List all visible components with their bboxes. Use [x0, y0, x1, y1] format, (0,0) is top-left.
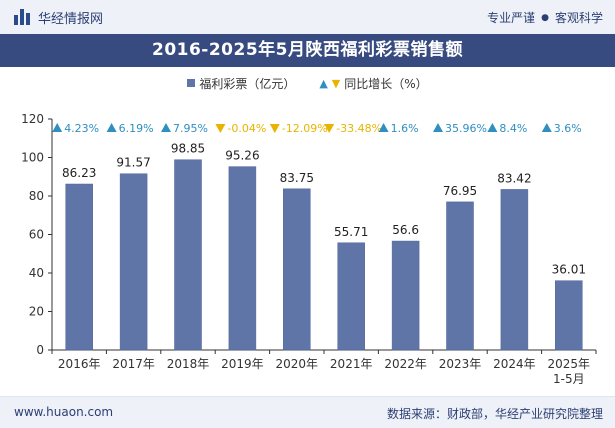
bar-value-label: 86.23	[62, 166, 96, 180]
legend-item-bars: 福利彩票（亿元）	[187, 75, 295, 92]
bar-7	[391, 240, 420, 351]
bar-1	[65, 183, 93, 351]
footer-bar: www.huaon.com 数据来源：财政部，华经产业研究院整理	[0, 396, 615, 428]
growth-up-marker	[161, 123, 171, 132]
x-tick-label: 2023年	[439, 357, 482, 371]
brand: 华经情报网	[14, 8, 104, 27]
bar-value-label: 83.42	[497, 171, 531, 185]
footer-website: www.huaon.com	[14, 405, 114, 419]
legend-bar-label: 福利彩票（亿元）	[199, 76, 296, 91]
bar-value-label: 91.57	[116, 156, 150, 170]
bar-value-label: 76.95	[443, 184, 477, 198]
logo-icon	[14, 9, 32, 25]
growth-label: 8.4%	[499, 122, 527, 135]
growth-label: -0.04%	[227, 122, 266, 135]
y-tick-label: 60	[29, 228, 44, 242]
growth-up-marker	[378, 123, 389, 132]
y-tick-label: 40	[29, 266, 44, 280]
down-triangle-icon: ▼	[331, 76, 341, 90]
growth-label: 6.19%	[119, 122, 154, 135]
x-tick-label: 2017年	[112, 357, 155, 371]
x-tick-label: 2022年	[384, 357, 427, 371]
y-tick-label: 0	[36, 343, 44, 357]
bar-value-label: 36.01	[552, 263, 586, 277]
x-tick-label: 2024年	[493, 357, 536, 371]
x-tick-sublabel: 1-5月	[553, 372, 585, 386]
legend-item-growth: ▲ ▼ 同比增长（%）	[319, 75, 427, 92]
y-tick-label: 120	[21, 112, 44, 126]
growth-up-marker	[487, 123, 498, 132]
bar-10	[555, 280, 583, 351]
x-tick-label: 2018年	[167, 357, 210, 371]
x-tick-label: 2020年	[276, 357, 319, 371]
bar-9	[500, 189, 529, 351]
growth-up-marker	[106, 123, 117, 132]
growth-label: -33.48%	[336, 122, 382, 135]
bar-value-label: 55.71	[334, 225, 368, 239]
bar-4	[228, 166, 257, 351]
tagline-left: 专业严谨	[487, 11, 536, 25]
growth-up-marker	[52, 123, 63, 132]
bar-2	[119, 173, 148, 351]
separator-dot-icon: ●	[541, 12, 549, 23]
bar-value-label: 98.85	[171, 142, 205, 156]
x-tick-label: 2019年	[221, 357, 264, 371]
tagline-right: 客观科学	[554, 11, 603, 25]
growth-down-marker	[324, 124, 335, 133]
x-tick-label: 2016年	[58, 357, 101, 371]
y-tick-label: 20	[29, 305, 44, 319]
bar-value-label: 56.6	[392, 223, 419, 237]
growth-label: 35.96%	[445, 122, 487, 135]
tagline: 专业严谨 ● 客观科学	[487, 9, 603, 26]
legend-growth-label: 同比增长（%）	[344, 76, 428, 91]
bar-swatch-icon	[187, 79, 196, 87]
chart-title: 2016-2025年5月陕西福利彩票销售额	[0, 34, 615, 67]
footer-source: 数据来源：财政部，华经产业研究院整理	[386, 407, 603, 421]
bar-6	[337, 242, 365, 351]
growth-label: 3.6%	[554, 122, 582, 135]
growth-label: 4.23%	[64, 122, 99, 135]
bar-5	[283, 188, 311, 351]
bar-value-label: 95.26	[225, 149, 259, 163]
x-tick-label: 2021年	[330, 357, 373, 371]
up-triangle-icon: ▲	[319, 76, 328, 90]
bar-8	[446, 201, 474, 351]
chart-legend: 福利彩票（亿元） ▲ ▼ 同比增长（%）	[0, 72, 615, 94]
growth-up-marker	[541, 123, 552, 132]
brand-name: 华经情报网	[38, 11, 104, 27]
growth-down-marker	[215, 124, 226, 133]
bar-value-label: 83.75	[280, 171, 314, 185]
x-tick-label: 2025年	[548, 357, 591, 371]
growth-up-marker	[433, 123, 443, 132]
growth-label: 1.6%	[391, 122, 419, 135]
bar-3	[174, 159, 202, 351]
growth-label: 7.95%	[173, 122, 208, 135]
y-tick-label: 100	[21, 151, 44, 165]
y-tick-label: 80	[29, 189, 44, 203]
growth-down-marker	[269, 124, 280, 133]
growth-label: -12.09%	[282, 122, 328, 135]
